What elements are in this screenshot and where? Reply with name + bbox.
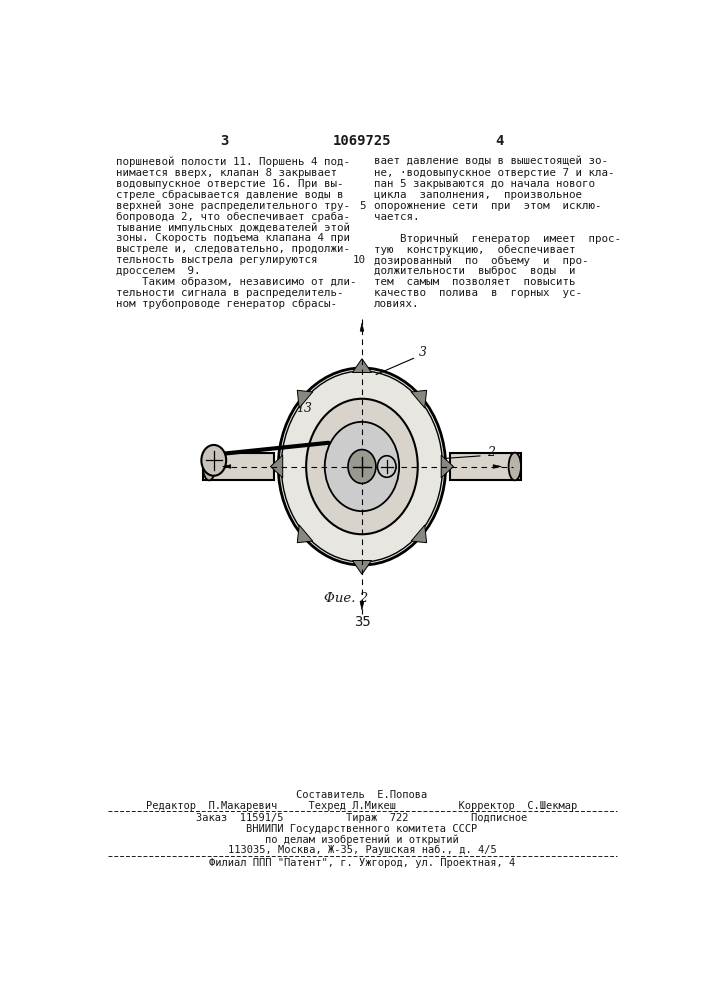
Text: чается.: чается. — [373, 212, 419, 222]
Polygon shape — [360, 323, 364, 331]
Text: ном трубопроводе генератор сбрасы-: ном трубопроводе генератор сбрасы- — [115, 299, 337, 309]
Text: вает давление воды в вышестоящей зо-: вает давление воды в вышестоящей зо- — [373, 157, 607, 167]
Text: 1069725: 1069725 — [332, 134, 391, 148]
Text: опорожнение сети  при  этом  исклю-: опорожнение сети при этом исклю- — [373, 201, 601, 211]
Ellipse shape — [378, 456, 396, 477]
Text: 10: 10 — [353, 255, 366, 265]
Text: по делам изобретений и открытий: по делам изобретений и открытий — [265, 835, 459, 845]
Text: должительности  выброс  воды  и: должительности выброс воды и — [373, 266, 575, 276]
Text: 16: 16 — [340, 425, 356, 438]
Polygon shape — [297, 525, 312, 543]
Text: 35: 35 — [354, 615, 370, 629]
Text: тем  самым  позволяет  повысить: тем самым позволяет повысить — [373, 277, 575, 287]
Text: водовыпускное отверстие 16. При вы-: водовыпускное отверстие 16. При вы- — [115, 179, 343, 189]
Polygon shape — [411, 390, 426, 408]
Text: 13: 13 — [296, 402, 312, 415]
Text: не, ·водовыпускное отверстие 7 и кла-: не, ·водовыпускное отверстие 7 и кла- — [373, 168, 614, 178]
Polygon shape — [441, 455, 453, 478]
Text: дросселем  9.: дросселем 9. — [115, 266, 200, 276]
Text: Φue. 2: Φue. 2 — [325, 592, 368, 605]
Ellipse shape — [203, 453, 216, 480]
Polygon shape — [352, 359, 371, 372]
Text: тельности сигнала в распределитель-: тельности сигнала в распределитель- — [115, 288, 343, 298]
Text: качество  полива  в  горных  ус-: качество полива в горных ус- — [373, 288, 582, 298]
Text: 113035, Москва, Ж-35, Раушская наб., д. 4/5: 113035, Москва, Ж-35, Раушская наб., д. … — [228, 845, 496, 855]
Text: дозированный  по  объему  и  про-: дозированный по объему и про- — [373, 255, 588, 266]
FancyBboxPatch shape — [450, 453, 521, 480]
Polygon shape — [297, 390, 312, 408]
Text: стреле сбрасывается давление воды в: стреле сбрасывается давление воды в — [115, 190, 343, 200]
Text: цикла  заполнения,  произвольное: цикла заполнения, произвольное — [373, 190, 582, 200]
Text: Филиал ППП "Патент", г. Ужгород, ул. Проектная, 4: Филиал ППП "Патент", г. Ужгород, ул. Про… — [209, 858, 515, 868]
Text: Заказ  11591/5          Тираж  722          Подписное: Заказ 11591/5 Тираж 722 Подписное — [197, 813, 527, 823]
Ellipse shape — [201, 445, 226, 476]
Text: пан 5 закрываются до начала нового: пан 5 закрываются до начала нового — [373, 179, 595, 189]
Polygon shape — [411, 525, 426, 543]
Text: ВНИИПИ Государственного комитета СССР: ВНИИПИ Государственного комитета СССР — [246, 824, 477, 834]
Text: тельность выстрела регулируются: тельность выстрела регулируются — [115, 255, 317, 265]
Text: 2: 2 — [486, 446, 495, 459]
Ellipse shape — [348, 450, 376, 483]
Text: ловиях.: ловиях. — [373, 299, 419, 309]
Polygon shape — [223, 465, 230, 468]
Text: тывание импульсных дождевателей этой: тывание импульсных дождевателей этой — [115, 223, 349, 233]
FancyBboxPatch shape — [203, 453, 274, 480]
Polygon shape — [352, 561, 371, 574]
Polygon shape — [493, 465, 501, 468]
Text: бопровода 2, что обеспечивает сраба-: бопровода 2, что обеспечивает сраба- — [115, 212, 349, 222]
Ellipse shape — [325, 422, 399, 511]
Ellipse shape — [306, 399, 418, 534]
Text: Таким образом, независимо от дли-: Таким образом, независимо от дли- — [115, 277, 356, 287]
Text: выстреле и, следовательно, продолжи-: выстреле и, следовательно, продолжи- — [115, 244, 349, 254]
Text: зоны. Скорость подъема клапана 4 при: зоны. Скорость подъема клапана 4 при — [115, 233, 349, 243]
Text: поршневой полости 11. Поршень 4 под-: поршневой полости 11. Поршень 4 под- — [115, 157, 349, 167]
Ellipse shape — [279, 368, 445, 565]
Text: 5: 5 — [359, 201, 366, 211]
Ellipse shape — [508, 453, 521, 480]
Text: 3: 3 — [419, 346, 426, 359]
Polygon shape — [360, 602, 364, 610]
Text: 4: 4 — [495, 134, 503, 148]
Text: нимается вверх, клапан 8 закрывает: нимается вверх, клапан 8 закрывает — [115, 168, 337, 178]
Text: тую  конструкцию,  обеспечивает: тую конструкцию, обеспечивает — [373, 244, 575, 255]
Text: Редактор  П.Макаревич     Техред Л.Микеш          Корректор  С.Шекмар: Редактор П.Макаревич Техред Л.Микеш Корр… — [146, 801, 578, 811]
Text: Составитель  Е.Попова: Составитель Е.Попова — [296, 790, 428, 800]
Text: 3: 3 — [220, 134, 228, 148]
Polygon shape — [271, 455, 283, 478]
Text: Вторичный  генератор  имеет  прос-: Вторичный генератор имеет прос- — [373, 233, 621, 244]
Text: верхней зоне распределительного тру-: верхней зоне распределительного тру- — [115, 201, 349, 211]
